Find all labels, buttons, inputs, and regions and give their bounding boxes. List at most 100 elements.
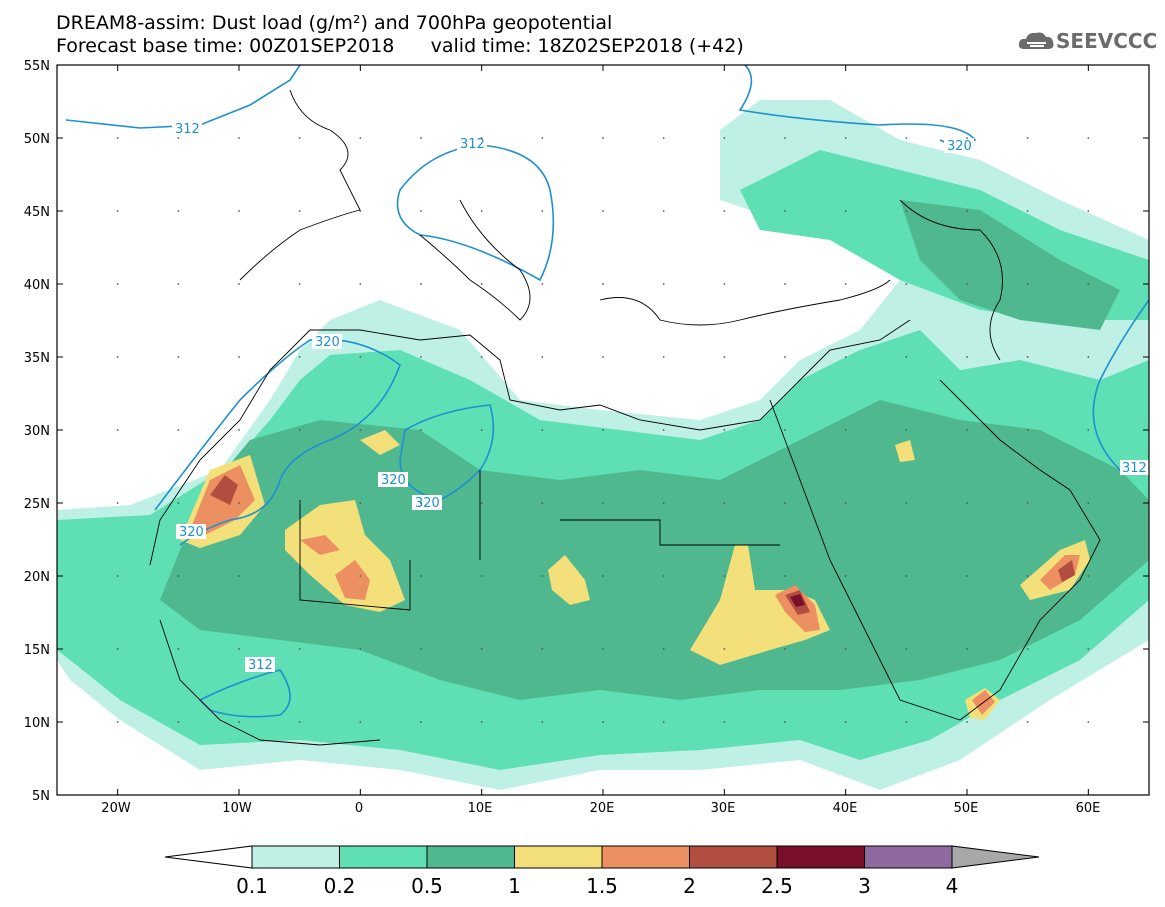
- grid-dot: [1026, 356, 1029, 358]
- grid-dot: [116, 648, 119, 650]
- colorbar-cell: [251, 845, 340, 869]
- grid-dot: [844, 721, 847, 723]
- contour-label: 320: [415, 496, 440, 511]
- grid-dot: [1087, 137, 1090, 139]
- grid-dot: [541, 721, 544, 723]
- grid-dot: [359, 502, 362, 504]
- grid-dot: [723, 210, 726, 212]
- coast-west-africa: [159, 619, 381, 746]
- lat-label: 55N: [24, 59, 50, 74]
- grid-dot: [480, 356, 483, 358]
- colorbar-cell: [776, 845, 865, 869]
- contour-312-west: [65, 65, 301, 129]
- grid-dot: [177, 356, 180, 358]
- grid-dot: [1087, 648, 1090, 650]
- coast-caspian: [899, 199, 1003, 361]
- lat-label: 50N: [24, 132, 50, 147]
- grid-dot: [177, 502, 180, 504]
- grid-dot: [784, 648, 786, 650]
- grid-dot: [1087, 283, 1090, 285]
- grid-dot: [238, 721, 240, 723]
- grid-dot: [298, 502, 301, 504]
- grid-dot: [602, 429, 604, 431]
- coast-iberia-france: [239, 89, 361, 281]
- grid-dot: [1087, 429, 1090, 431]
- grid-dot: [602, 210, 604, 212]
- lat-label: 25N: [24, 497, 50, 512]
- contour-label: 312: [248, 658, 273, 673]
- grid-dot: [359, 575, 362, 577]
- grid-dot: [905, 137, 908, 139]
- grid-dot: [662, 137, 665, 139]
- grid-dot: [1026, 283, 1029, 285]
- grid-dot: [1026, 429, 1029, 431]
- lon-labels: 20W 10W 0 10E 20E 30E 40E 50E 60E: [101, 801, 1100, 816]
- grid-dot: [480, 721, 483, 723]
- grid-dot: [966, 283, 968, 285]
- grid-dot: [541, 575, 544, 577]
- grid-dot: [784, 283, 786, 285]
- dust-level-2-a: [210, 475, 238, 505]
- colorbar-cell: [339, 845, 428, 869]
- grid-dot: [359, 356, 362, 358]
- colorbar-label: 1.5: [586, 874, 618, 898]
- grid-dot: [238, 137, 240, 139]
- grid-dot: [905, 356, 908, 358]
- contour-label: 312: [460, 137, 485, 152]
- grid-dot: [905, 502, 908, 504]
- grid-dot: [298, 721, 301, 723]
- grid-dot: [844, 356, 847, 358]
- dust-level-1-c: [690, 545, 830, 665]
- grid-dot: [966, 648, 968, 650]
- grid-dot: [177, 721, 180, 723]
- grid-dot: [541, 137, 544, 139]
- contour-label: 320: [179, 525, 204, 540]
- grid-dot: [298, 283, 301, 285]
- grid-dot: [784, 502, 786, 504]
- grid-dot: [298, 137, 301, 139]
- grid-dot: [844, 137, 847, 139]
- contour-label: 320: [315, 335, 340, 350]
- coast-italy: [419, 199, 531, 321]
- contour-320-nw-africa: [154, 338, 401, 546]
- grid-dot: [298, 356, 301, 358]
- lat-label: 40N: [24, 278, 50, 293]
- grid-dot: [541, 502, 544, 504]
- dust-level-2-5: [790, 594, 805, 607]
- lon-label: 0: [355, 801, 363, 816]
- colorbar-label: 0.5: [411, 874, 443, 898]
- grid-dot: [420, 502, 422, 504]
- grid-dot: [905, 210, 908, 212]
- grid-dot: [177, 210, 180, 212]
- grid-dot: [116, 575, 119, 577]
- coast-arabia: [769, 379, 1101, 721]
- grid-dot: [238, 283, 240, 285]
- cloud-icon: [1018, 32, 1054, 49]
- grid-dot: [844, 648, 847, 650]
- dust-level-0-5-caspian: [900, 200, 1120, 330]
- grid-dot: [359, 137, 362, 139]
- grid-dot: [905, 721, 908, 723]
- grid-dot: [602, 575, 604, 577]
- lon-label: 10E: [468, 801, 493, 816]
- grid-dot: [177, 283, 180, 285]
- lat-label: 45N: [24, 205, 50, 220]
- colorbar-cells: [251, 845, 953, 869]
- contour-label: 312: [175, 122, 200, 137]
- map-title: DREAM8-assim: Dust load (g/m²) and 700hP…: [56, 12, 613, 34]
- grid-dot: [784, 429, 786, 431]
- lon-label: 20W: [101, 801, 131, 816]
- grid-dot: [905, 648, 908, 650]
- grid-dot: [662, 648, 665, 650]
- grid-dot: [602, 648, 604, 650]
- grid-dot: [723, 648, 726, 650]
- grid-dot: [541, 429, 544, 431]
- grid-dot: [480, 648, 483, 650]
- grid-dot: [420, 648, 422, 650]
- contour-label: 320: [381, 473, 406, 488]
- grid-dot: [723, 137, 726, 139]
- grid-dot: [662, 502, 665, 504]
- grid-dot: [298, 648, 301, 650]
- grid-dot: [784, 210, 786, 212]
- grid-dot: [723, 283, 726, 285]
